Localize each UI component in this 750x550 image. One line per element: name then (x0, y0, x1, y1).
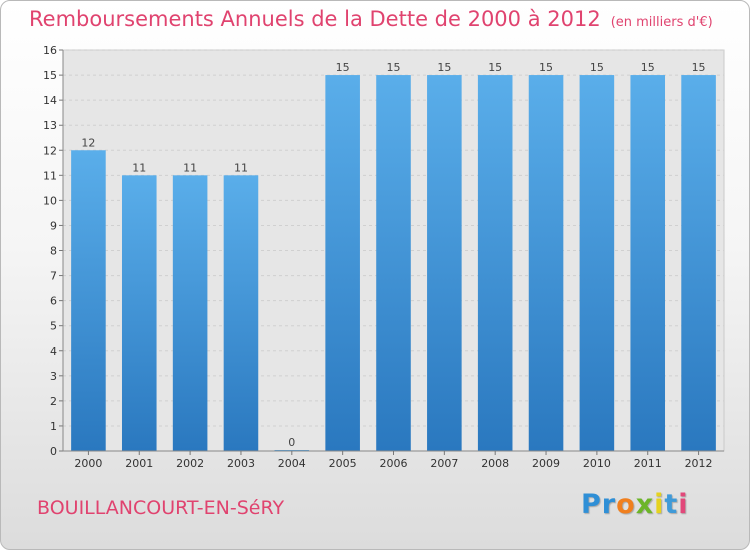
x-tick-label: 2003 (227, 457, 255, 470)
logo-letter: x (635, 489, 655, 520)
x-tick-label: 2009 (532, 457, 560, 470)
x-axis: 2000 2001 2002 2003 2004 2005 2006 2007 2008 2009… (63, 450, 724, 470)
y-tick-label: 4 (50, 345, 57, 358)
y-tick-label: 8 (50, 245, 57, 258)
data-label: 12 (81, 136, 95, 149)
y-tick-label: 7 (50, 270, 57, 283)
x-tick-label: 2010 (583, 457, 611, 470)
x-tick-label: 2008 (481, 457, 509, 470)
logo-letter: o (616, 489, 636, 520)
data-label: 15 (590, 61, 604, 74)
bars (71, 75, 716, 451)
y-tick-label: 12 (43, 144, 57, 157)
y-tick-label: 0 (50, 445, 57, 458)
logo-letter: P (581, 489, 602, 520)
bar (427, 75, 462, 451)
data-label: 11 (132, 161, 146, 174)
bar (325, 75, 360, 451)
y-tick-label: 6 (50, 295, 57, 308)
y-tick-label: 15 (43, 69, 57, 82)
chart-title-text: Remboursements Annuels de la Dette de 20… (29, 7, 601, 31)
data-label: 15 (437, 61, 451, 74)
bar (477, 75, 513, 451)
logo-letter: i (654, 489, 665, 520)
x-tick-label: 2001 (125, 457, 153, 470)
y-tick-label: 2 (50, 395, 57, 408)
x-tick-label: 2005 (329, 457, 357, 470)
data-label: 0 (288, 436, 295, 449)
logo-letter: t (664, 489, 679, 520)
bar (172, 175, 208, 451)
logo-letter: r (601, 489, 617, 520)
chart-unit: (en milliers d'€) (610, 15, 713, 30)
x-tick-label: 2004 (278, 457, 306, 470)
y-tick-label: 1 (50, 420, 57, 433)
y-tick-label: 5 (50, 320, 57, 333)
bar (121, 175, 157, 451)
x-tick-label: 2012 (685, 457, 713, 470)
x-tick-label: 2006 (380, 457, 408, 470)
data-label: 15 (539, 61, 553, 74)
data-label: 15 (641, 61, 655, 74)
bar (223, 175, 259, 451)
data-label: 15 (336, 61, 350, 74)
data-label: 15 (692, 61, 706, 74)
bar (376, 75, 411, 451)
y-tick-label: 3 (50, 370, 57, 383)
commune-name: BOUILLANCOURT-EN-SéRY (37, 497, 285, 519)
chart-title: Remboursements Annuels de la Dette de 20… (29, 7, 713, 31)
y-tick-label: 13 (43, 119, 57, 132)
bar (681, 75, 716, 451)
x-tick-label: 2002 (176, 457, 204, 470)
data-label: 11 (183, 161, 197, 174)
y-tick-label: 9 (50, 219, 57, 232)
x-tick-label: 2000 (74, 457, 102, 470)
bar (528, 75, 564, 451)
y-tick-label: 14 (43, 94, 57, 107)
data-label: 11 (234, 161, 248, 174)
data-labels: 12 11 11 11 0 15 15 15 15 15 15 15 15 (81, 61, 705, 449)
x-tick-label: 2011 (634, 457, 662, 470)
bar (71, 150, 106, 451)
y-tick-label: 11 (43, 169, 57, 182)
y-tick-label: 16 (43, 44, 57, 57)
bar (630, 75, 666, 451)
data-label: 15 (387, 61, 401, 74)
proxiti-logo: Proxiti (581, 489, 689, 520)
bar (579, 75, 615, 451)
y-tick-label: 10 (43, 194, 57, 207)
logo-letter: i (678, 489, 689, 520)
data-label: 15 (488, 61, 502, 74)
x-tick-label: 2007 (430, 457, 458, 470)
